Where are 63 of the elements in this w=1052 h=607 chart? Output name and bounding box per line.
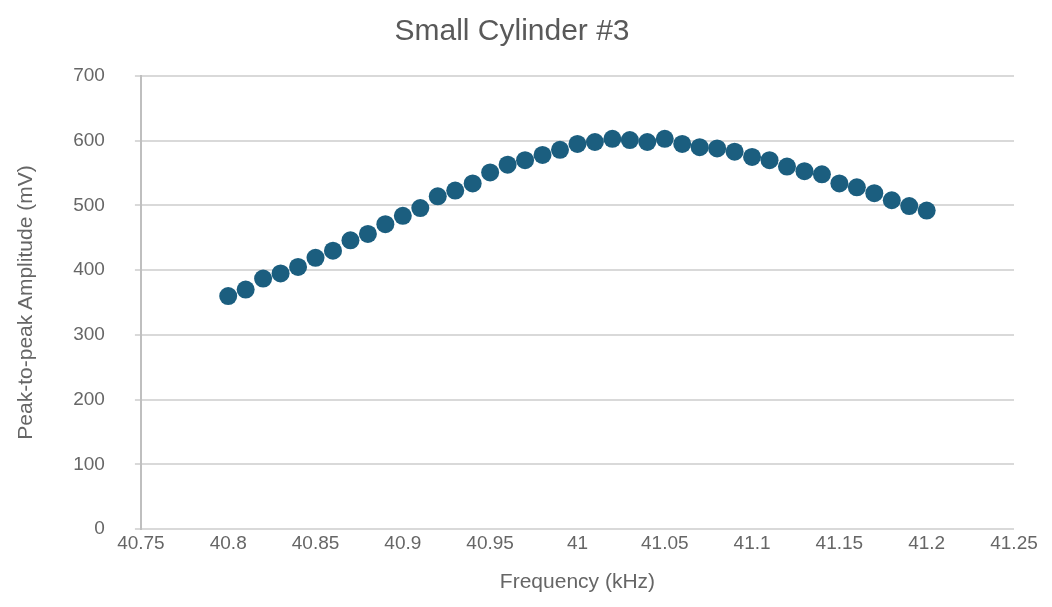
point — [323, 241, 342, 260]
point — [743, 147, 762, 166]
x-tick-label: 41.25 — [990, 531, 1038, 553]
point — [254, 269, 273, 288]
point — [673, 134, 692, 153]
y-tick-label: 600 — [73, 128, 105, 150]
point — [219, 287, 238, 306]
y-tick-label: 400 — [73, 258, 105, 280]
y-axis-title: Peak-to-peak Amplitude (mV) — [13, 165, 37, 440]
y-tick-label: 500 — [73, 193, 105, 215]
x-tick-label: 41.2 — [908, 531, 946, 553]
point — [533, 145, 552, 164]
x-tick-label: 40.8 — [209, 531, 247, 553]
y-tick-label: 100 — [73, 452, 105, 474]
point — [585, 133, 604, 152]
point — [358, 224, 377, 243]
point — [393, 206, 412, 225]
point — [289, 257, 308, 276]
point — [411, 199, 430, 218]
y-tick-label: 700 — [73, 64, 105, 86]
y-tick-label: 200 — [73, 387, 105, 409]
point — [900, 197, 919, 216]
x-tick-label: 40.85 — [291, 531, 340, 553]
point — [516, 151, 535, 170]
point — [795, 162, 814, 181]
point — [463, 174, 482, 193]
point — [236, 280, 255, 299]
point — [812, 165, 831, 184]
point — [603, 129, 622, 148]
point — [865, 184, 884, 203]
point — [376, 215, 395, 234]
point — [498, 155, 517, 174]
point — [271, 264, 290, 283]
chart-title: Small Cylinder #3 — [394, 13, 630, 47]
x-axis-title: Frequency (kHz) — [499, 569, 656, 593]
point — [882, 191, 901, 210]
y-tick-label: 300 — [73, 323, 105, 345]
x-tick-label: 40.75 — [117, 531, 165, 553]
point — [306, 248, 325, 267]
y-tick-label: 0 — [94, 517, 105, 539]
point — [655, 129, 674, 148]
x-tick-label: 41.05 — [640, 531, 689, 553]
x-tick-label: 41.15 — [815, 531, 864, 553]
point — [690, 138, 709, 157]
x-tick-label: 41.1 — [733, 531, 771, 553]
x-tick-label: 40.9 — [384, 531, 422, 553]
point — [638, 133, 657, 152]
point — [760, 151, 779, 170]
point — [620, 131, 639, 150]
point — [341, 231, 360, 250]
point — [568, 134, 587, 153]
point — [917, 201, 936, 220]
point — [428, 187, 447, 206]
point — [847, 178, 866, 197]
point — [481, 163, 500, 182]
point — [777, 157, 796, 176]
x-tick-label: 41 — [566, 531, 589, 553]
point — [830, 174, 849, 193]
point — [550, 140, 569, 159]
point — [708, 139, 727, 158]
x-tick-label: 40.95 — [466, 531, 514, 553]
point — [446, 181, 465, 200]
point — [725, 142, 744, 161]
